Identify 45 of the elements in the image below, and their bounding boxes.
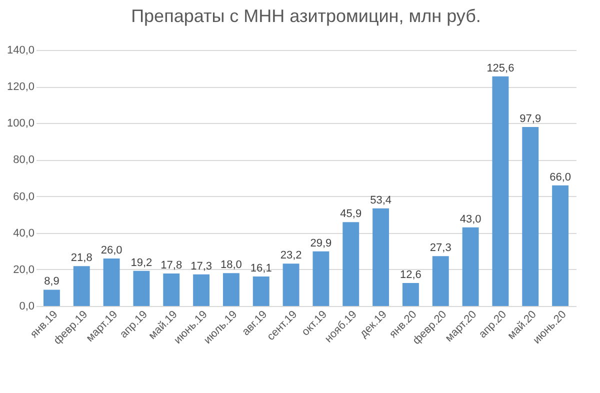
data-label: 125,6	[486, 62, 514, 74]
bar	[462, 227, 479, 306]
data-label: 23,2	[280, 250, 302, 262]
bar	[103, 258, 120, 306]
bar	[552, 185, 569, 306]
data-label: 18,0	[220, 259, 242, 272]
y-tick-label: 20,0	[13, 264, 34, 276]
bar	[342, 222, 360, 306]
data-label: 17,3	[190, 260, 212, 272]
data-label: 16,1	[250, 262, 272, 275]
bar	[282, 264, 300, 306]
data-label: 43,0	[460, 213, 482, 226]
y-tick-label: 60,0	[13, 190, 34, 203]
bar	[163, 273, 180, 306]
data-label: 97,9	[520, 112, 542, 125]
y-tick-label: 140,0	[6, 44, 34, 56]
data-label: 45,9	[340, 208, 362, 220]
chart-title: Препараты с МНН азитромицин, млн руб.	[131, 6, 481, 26]
bar	[402, 282, 419, 306]
bar	[522, 126, 539, 306]
bar	[252, 276, 270, 306]
data-label: 53,4	[370, 194, 392, 206]
data-label: 19,2	[130, 256, 152, 269]
bar	[312, 251, 330, 306]
data-label: 27,3	[430, 242, 452, 254]
bar	[222, 273, 240, 306]
bar	[372, 208, 390, 306]
bar	[43, 290, 60, 306]
y-tick-label: 80,0	[13, 154, 34, 166]
bar	[432, 256, 449, 306]
bar	[73, 266, 90, 306]
data-label: 26,0	[100, 244, 122, 256]
data-label: 12,6	[400, 268, 422, 281]
bar	[193, 274, 210, 306]
bar	[133, 270, 150, 306]
data-label: 66,0	[550, 171, 572, 184]
data-label: 29,9	[310, 237, 332, 250]
y-tick-label: 0,0	[19, 300, 34, 312]
y-tick-label: 40,0	[13, 227, 34, 240]
bar	[492, 76, 509, 306]
data-label: 21,8	[70, 252, 92, 264]
y-tick-label: 100,0	[6, 118, 34, 130]
y-tick-label: 120,0	[6, 81, 34, 94]
data-label: 8,9	[44, 276, 60, 288]
data-label: 17,8	[160, 259, 182, 272]
